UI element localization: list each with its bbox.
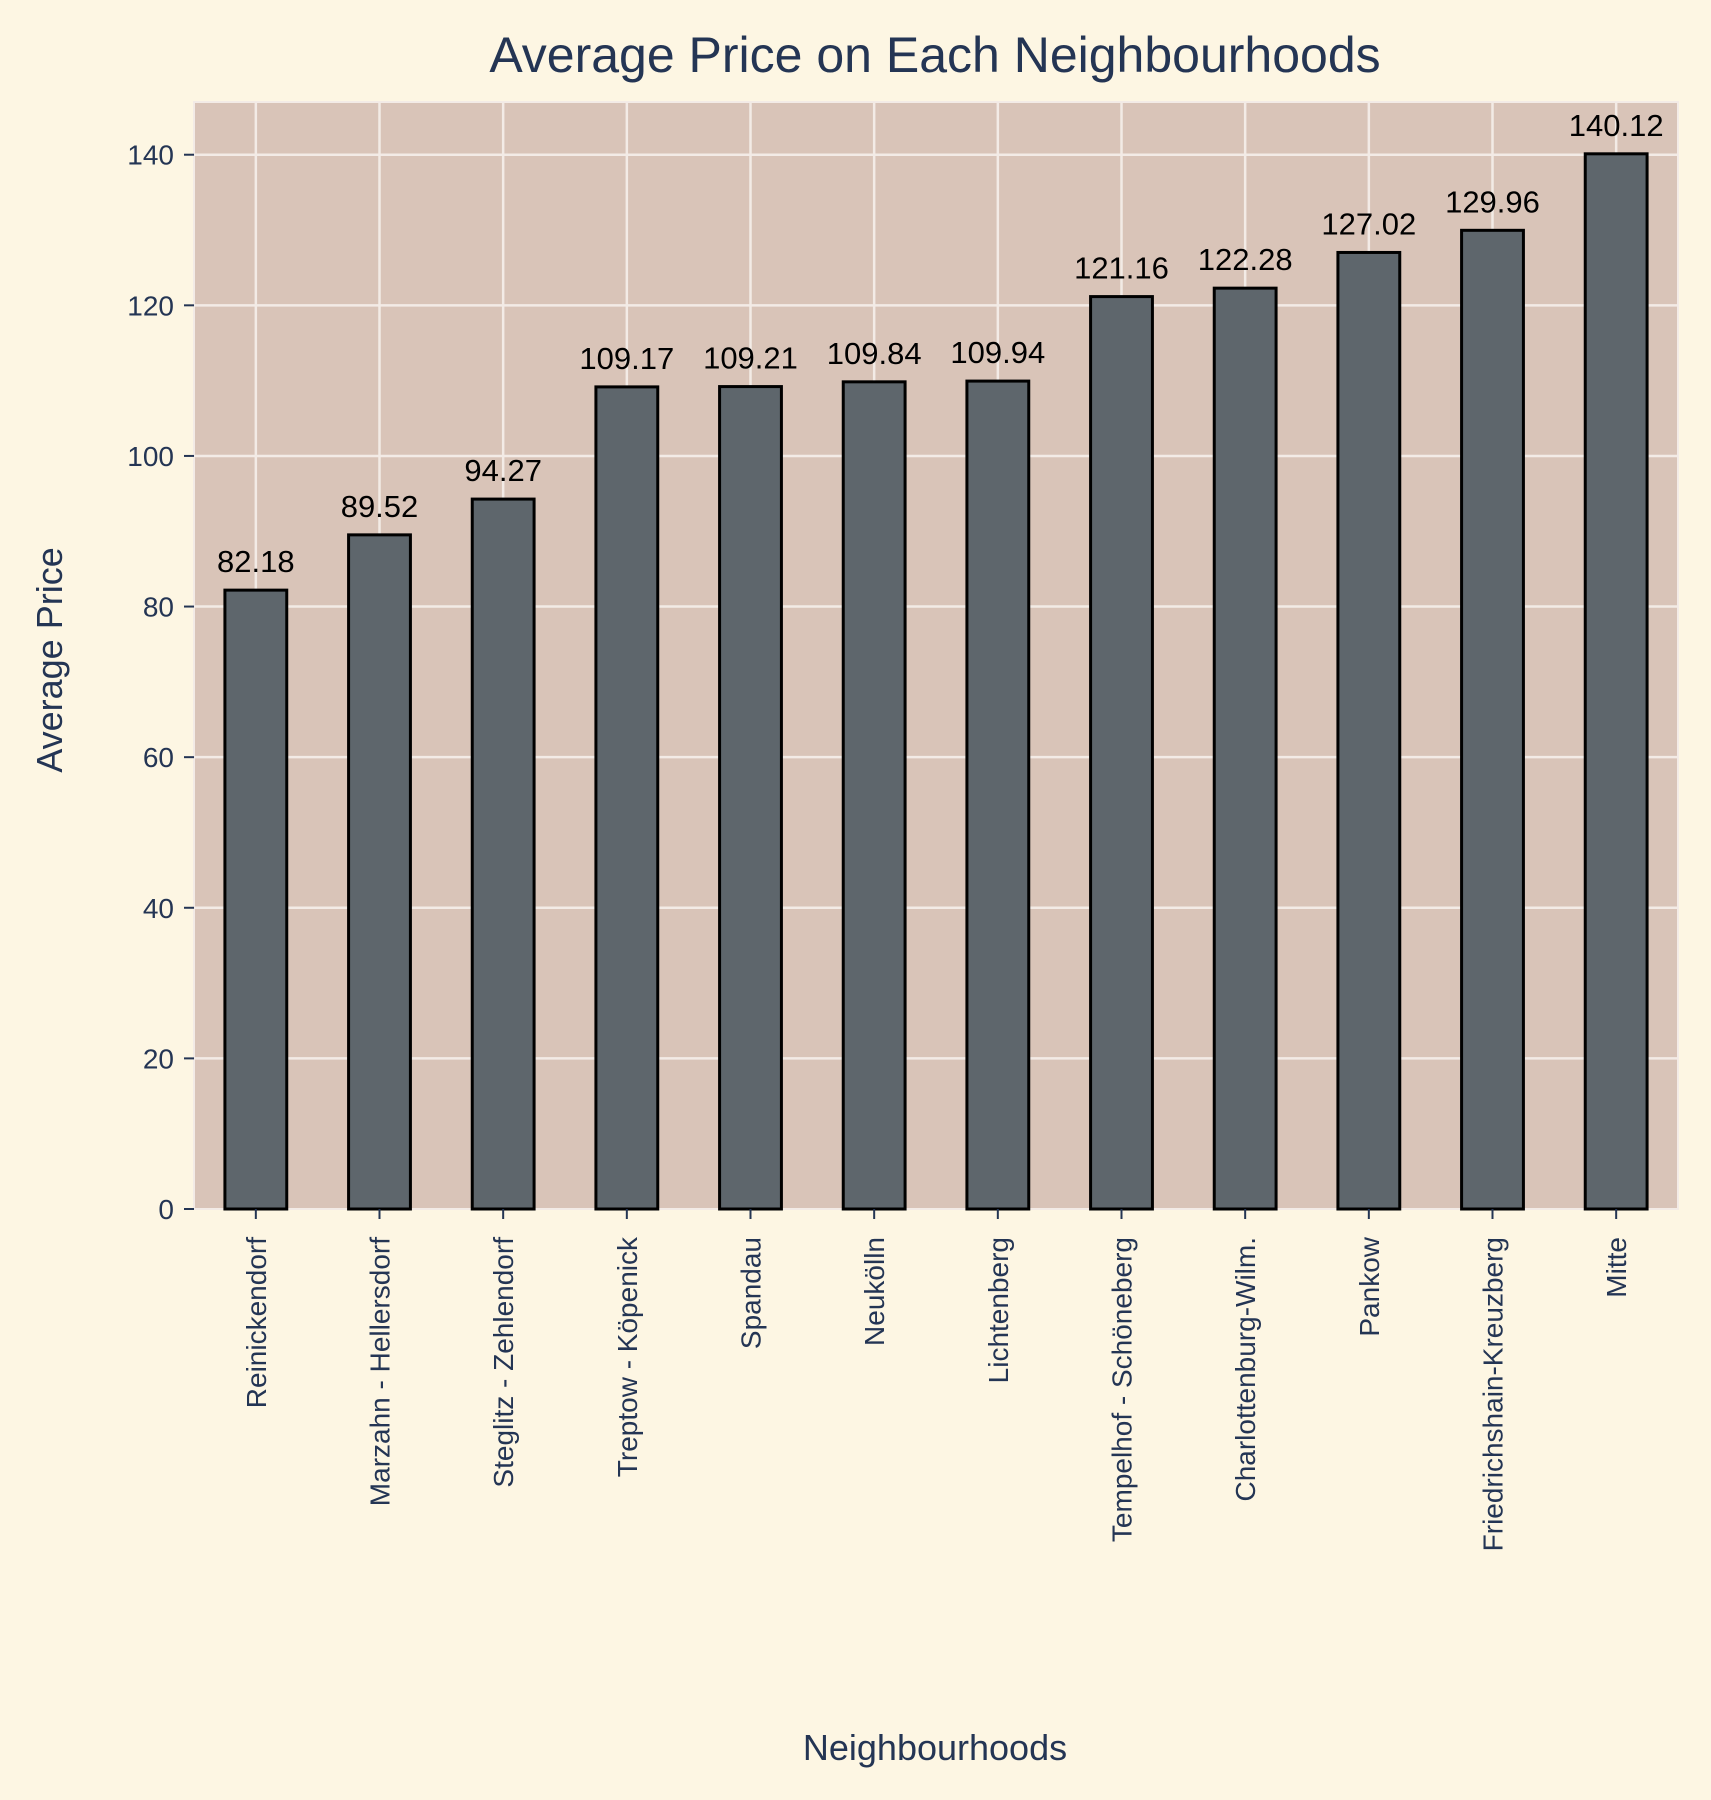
x-tick-label: Pankow xyxy=(1354,1236,1385,1336)
bars xyxy=(223,152,1649,1211)
bar-value-label: 121.16 xyxy=(1074,251,1169,286)
x-tick-label: Marzahn - Hellersdorf xyxy=(365,1237,396,1506)
bar-value-label: 122.28 xyxy=(1198,242,1293,277)
bar-value-label: 109.17 xyxy=(579,341,674,376)
x-tick-label: Charlottenburg-Wilm. xyxy=(1230,1237,1261,1502)
x-tick-label: Steglitz - Zehlendorf xyxy=(488,1237,519,1488)
x-tick-label: Spandau xyxy=(736,1237,767,1349)
x-tick-label: Tempelhof - Schöneberg xyxy=(1107,1237,1138,1542)
y-tick-label: 80 xyxy=(143,592,174,623)
bar-value-label: 129.96 xyxy=(1445,184,1540,219)
bar-value-label: 89.52 xyxy=(341,489,419,524)
bar xyxy=(965,379,1031,1211)
bar xyxy=(1583,152,1649,1211)
bar xyxy=(1336,250,1402,1211)
bar xyxy=(1212,286,1278,1211)
y-tick-label: 120 xyxy=(127,290,174,321)
y-tick-label: 20 xyxy=(143,1043,174,1074)
x-tick-label: Friedrichshain-Kreuzberg xyxy=(1478,1237,1509,1551)
bar-value-label: 109.21 xyxy=(703,341,798,376)
x-tick-label: Neukölln xyxy=(859,1237,890,1346)
bar-value-label: 127.02 xyxy=(1321,206,1416,241)
bar-value-label: 109.84 xyxy=(827,336,922,371)
bar xyxy=(470,497,536,1211)
bar xyxy=(1460,228,1525,1211)
axes: 0 20 40 60 80 100 120 140 Reinickendorf Marzahn -… xyxy=(127,140,1632,1552)
bar xyxy=(594,385,660,1211)
x-tick-label: Reinickendorf xyxy=(241,1237,272,1408)
plot-area xyxy=(193,101,1679,1210)
x-tick-label: Mitte xyxy=(1601,1237,1632,1298)
bar-value-label: 140.12 xyxy=(1569,108,1664,143)
y-tick-label: 40 xyxy=(143,893,174,924)
x-axis-label: Neighbourhoods xyxy=(803,1727,1067,1768)
bar xyxy=(841,380,907,1211)
y-tick-label: 60 xyxy=(143,742,174,773)
y-tick-label: 0 xyxy=(158,1194,174,1225)
bar xyxy=(347,533,412,1211)
x-tick-label: Treptow - Köpenick xyxy=(612,1236,643,1477)
data-labels: 82.18 89.52 94.27 109.17 109.21 109.84 109.94 1… xyxy=(217,108,1664,579)
bar-value-label: 82.18 xyxy=(217,544,295,579)
y-tick-label: 100 xyxy=(127,441,174,472)
y-axis-label: Average Price xyxy=(29,547,70,772)
x-tick-label: Lichtenberg xyxy=(983,1237,1014,1383)
bar-value-label: 94.27 xyxy=(464,453,542,488)
bar xyxy=(1089,295,1154,1211)
bar xyxy=(223,588,289,1211)
y-tick-label: 140 xyxy=(127,140,174,171)
bar xyxy=(718,385,783,1211)
chart-title: Average Price on Each Neighbourhoods xyxy=(489,27,1380,83)
bar-value-label: 109.94 xyxy=(950,335,1045,370)
